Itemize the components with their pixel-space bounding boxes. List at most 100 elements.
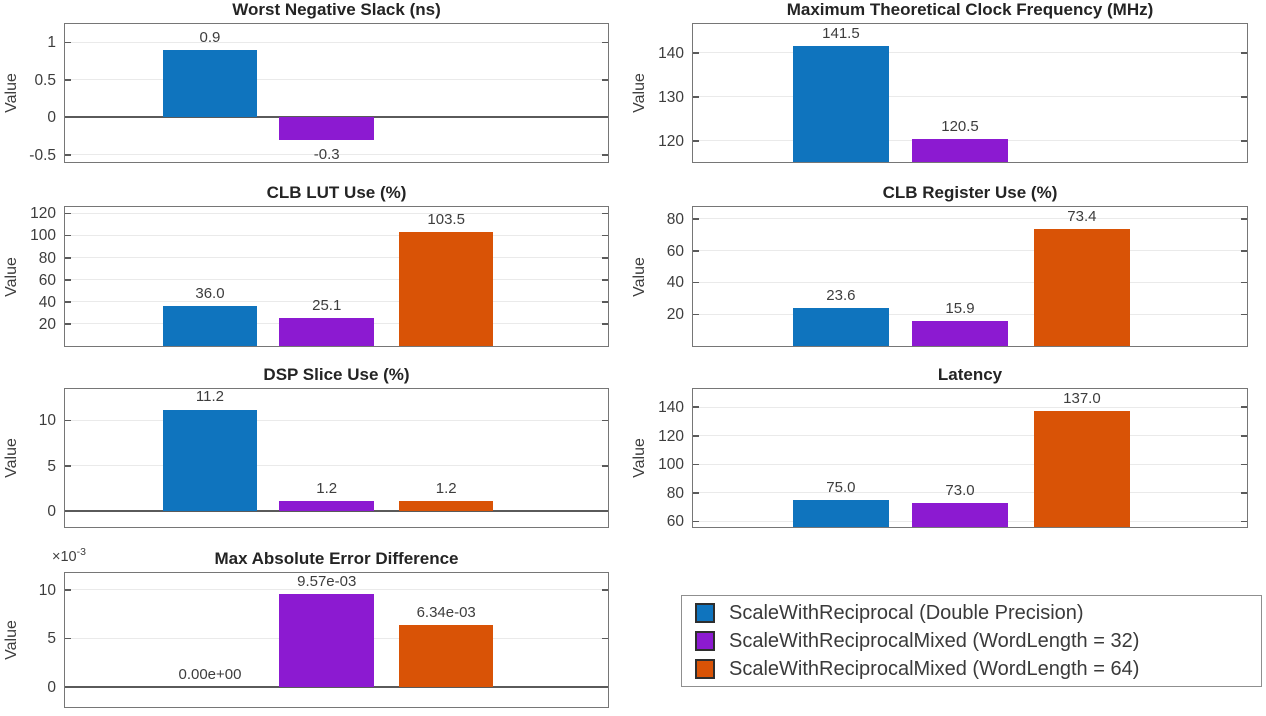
tick-mark <box>1241 52 1247 54</box>
tick-mark <box>602 301 608 303</box>
chart-title: Max Absolute Error Difference <box>214 549 459 568</box>
tick-mark <box>693 96 699 98</box>
bar-value-label: 23.6 <box>826 287 856 305</box>
tick-mark <box>1241 435 1247 437</box>
tick-mark <box>65 301 71 303</box>
bar-value-label: 25.1 <box>312 297 342 315</box>
tick-mark <box>602 279 608 281</box>
tick-mark <box>693 313 699 316</box>
tick-label: 40 <box>666 274 684 292</box>
tick-label: 1 <box>47 34 56 52</box>
bar-value-label: 137.0 <box>1063 390 1101 408</box>
gridline <box>65 419 608 421</box>
tick-mark <box>1241 140 1247 142</box>
y-axis-label: Value <box>630 23 650 163</box>
tick-label: 140 <box>658 399 684 417</box>
bar-series-0 <box>792 308 890 346</box>
bar-value-label: 141.5 <box>822 25 860 43</box>
tick-label: 10 <box>38 412 56 430</box>
tick-label: 130 <box>658 88 684 106</box>
bar-value-label: 73.4 <box>1067 208 1097 226</box>
tick-label: 0 <box>47 503 56 521</box>
y-axis-label-text: Value <box>631 256 649 297</box>
bar-value-label: 75.0 <box>826 478 856 496</box>
tick-label: 60 <box>38 271 56 289</box>
chart-title: CLB Register Use (%) <box>882 183 1058 202</box>
gridline <box>693 218 1247 220</box>
bar-value-label: 11.2 <box>195 388 225 406</box>
bar-value-label: 36.0 <box>195 285 225 303</box>
tick-label: 120 <box>658 132 684 150</box>
bar-series-2 <box>398 625 494 687</box>
tick-mark <box>65 256 71 259</box>
gridline <box>693 520 1247 522</box>
tick-mark <box>65 685 71 688</box>
tick-mark <box>65 234 71 237</box>
legend-label: ScaleWithReciprocalMixed (WordLength = 3… <box>729 629 1140 652</box>
chart-title: Latency <box>937 365 1003 384</box>
bar-value-label: 9.57e-03 <box>297 573 357 591</box>
gridline <box>693 492 1247 494</box>
tick-mark <box>602 465 608 467</box>
bar-series-1 <box>279 318 374 346</box>
bar-value-label: 1.2 <box>435 479 457 497</box>
tick-label: 80 <box>38 249 56 267</box>
gridline <box>693 463 1247 465</box>
tick-label: 140 <box>658 44 684 62</box>
tick-mark <box>65 465 71 467</box>
tick-label: 80 <box>666 484 684 502</box>
plot-area: 11.2 1.2 1.2 <box>64 388 609 528</box>
bar-series-1 <box>279 500 374 512</box>
bar-series-2 <box>398 231 494 346</box>
legend-swatch-purple <box>695 631 715 651</box>
tick-mark <box>1241 249 1247 252</box>
legend-item: ScaleWithReciprocalMixed (WordLength = 6… <box>695 657 1261 682</box>
tick-mark <box>693 218 699 220</box>
tick-mark <box>693 520 699 523</box>
gridline <box>693 435 1247 437</box>
gridline <box>65 465 608 467</box>
chart-title: Worst Negative Slack (ns) <box>232 0 441 19</box>
tick-mark <box>65 212 71 215</box>
tick-mark <box>65 323 71 325</box>
bar-series-2 <box>398 500 494 512</box>
legend-label: ScaleWithReciprocal (Double Precision) <box>729 601 1084 624</box>
plot-area: 141.5 120.5 <box>692 23 1248 163</box>
y-axis-label-text: Value <box>3 438 21 478</box>
tick-label: 10 <box>38 581 56 599</box>
gridline <box>65 323 608 325</box>
plot-area: 0.00e+00 9.57e-03 6.34e-03 <box>64 572 609 708</box>
tick-mark <box>1241 492 1247 494</box>
tick-mark <box>602 153 608 156</box>
bar-series-1 <box>279 594 374 687</box>
gridline <box>693 406 1247 408</box>
tick-mark <box>1241 520 1247 523</box>
tick-mark <box>602 212 608 215</box>
gridline <box>693 250 1247 252</box>
bar-value-label: 73.0 <box>945 481 975 499</box>
tick-mark <box>602 234 608 237</box>
gridline <box>693 96 1247 98</box>
bar-series-1 <box>911 138 1009 162</box>
tick-mark <box>1241 313 1247 316</box>
gridline <box>65 637 608 639</box>
tick-mark <box>693 463 699 466</box>
bar-value-label: -0.3 <box>313 145 340 163</box>
tick-label: 100 <box>30 227 56 245</box>
y-axis-label-text: Value <box>631 438 649 478</box>
axis-multiplier-label: ×10-3 <box>52 546 86 565</box>
y-axis-label-text: Value <box>631 73 649 113</box>
tick-mark <box>65 510 71 513</box>
tick-label: -0.5 <box>29 146 56 164</box>
legend-label: ScaleWithReciprocalMixed (WordLength = 6… <box>729 657 1140 680</box>
tick-mark <box>602 589 608 591</box>
plot-area: 0.9 -0.3 <box>64 23 609 163</box>
tick-mark <box>602 256 608 259</box>
bar-value-label: 120.5 <box>941 117 979 135</box>
gridline <box>693 281 1247 283</box>
plot-area: 75.0 73.0 137.0 <box>692 388 1248 528</box>
tick-label: 100 <box>658 456 684 474</box>
tick-mark <box>1241 96 1247 98</box>
chart-title: Maximum Theoretical Clock Frequency (MHz… <box>786 0 1154 19</box>
plot-area: 23.6 15.9 73.4 <box>692 206 1248 347</box>
